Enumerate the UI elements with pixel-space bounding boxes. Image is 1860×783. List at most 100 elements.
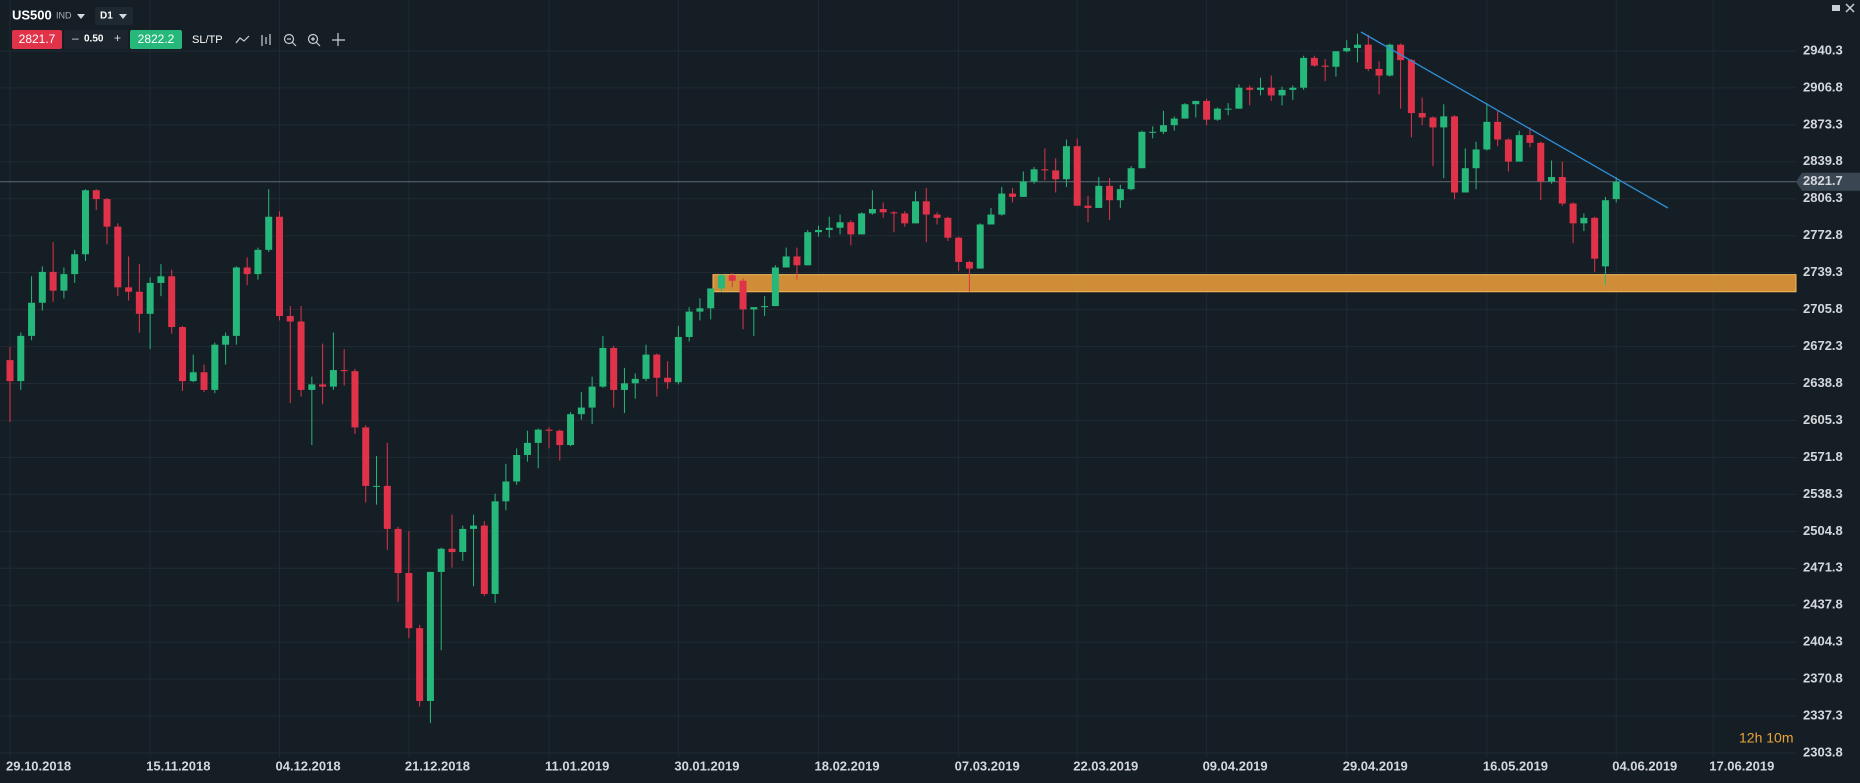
close-icon[interactable] [1845, 3, 1855, 13]
candle-body [17, 335, 25, 382]
trendline [1360, 31, 1669, 209]
y-tick-label: 2404.3 [1803, 634, 1843, 649]
crosshair-icon[interactable] [332, 33, 345, 46]
candle-body [642, 354, 650, 379]
candle-body [1019, 181, 1027, 197]
candle-body [6, 360, 14, 382]
candle-body [276, 216, 283, 317]
candle-body [1052, 170, 1060, 180]
candle-body [610, 348, 618, 390]
candle-body [1461, 168, 1469, 193]
candle-body [265, 216, 273, 250]
candle-body [60, 274, 68, 291]
candle-timer: 12h 10m [1739, 730, 1793, 746]
x-tick-label: 22.03.2019 [1073, 758, 1138, 773]
candle-body [523, 442, 531, 455]
spread: 0.50 [84, 34, 104, 45]
candle-body [782, 256, 790, 268]
candle-body [577, 407, 585, 415]
candle-body [1203, 100, 1211, 120]
plus-button[interactable]: + [114, 31, 121, 45]
candle-body [1321, 65, 1329, 67]
candle-body [405, 573, 413, 629]
candle-body [1558, 177, 1566, 204]
candle-body [620, 383, 628, 390]
x-tick-label: 30.01.2019 [674, 758, 739, 773]
candle-body [1386, 44, 1394, 76]
dropdown[interactable] [119, 14, 127, 19]
y-tick-label: 2303.8 [1803, 744, 1843, 759]
candle-body [955, 237, 963, 262]
candle-body [922, 201, 930, 215]
candle-body [912, 201, 920, 224]
candle-body [243, 267, 251, 275]
timeframe: D1 [100, 11, 113, 22]
candle-body [858, 213, 866, 235]
candle-body [1224, 108, 1232, 110]
line-chart-icon[interactable] [235, 35, 250, 44]
x-tick-label: 07.03.2019 [955, 758, 1020, 773]
buy-button[interactable] [130, 30, 182, 49]
dropdown[interactable] [77, 14, 85, 19]
candle-body [944, 217, 952, 238]
zoom-in-icon[interactable] [307, 33, 319, 45]
candle-body [38, 271, 46, 303]
bid-price: 2821.7 [19, 32, 56, 46]
candle-body [1181, 104, 1189, 119]
instrument-kind: IND [56, 10, 72, 20]
minus-button[interactable]: – [72, 31, 79, 45]
candle-body [1116, 189, 1124, 201]
candle-body [168, 276, 176, 328]
candle-body [1440, 116, 1448, 128]
candle-body [1300, 57, 1308, 88]
candle-body [1095, 185, 1103, 208]
candle-body [135, 291, 143, 314]
candle-body [685, 311, 693, 337]
candle-body [308, 384, 316, 390]
zone-layer [712, 274, 1797, 293]
y-tick-label: 2873.3 [1803, 116, 1843, 131]
candle-body [664, 377, 672, 383]
candle-body [502, 481, 510, 502]
candle-body [1267, 87, 1275, 96]
x-tick-label: 09.04.2019 [1203, 758, 1268, 773]
x-tick-label: 21.12.2018 [405, 758, 470, 773]
candle-body [513, 454, 521, 482]
candle-body [1106, 185, 1114, 201]
ask-price: 2822.2 [138, 32, 175, 46]
zoom-out-icon[interactable] [283, 33, 295, 45]
candle-body [28, 302, 36, 336]
candle-body [232, 267, 240, 336]
candle-body [1397, 44, 1405, 61]
candle-body [804, 232, 812, 266]
minimize-icon[interactable] [1832, 5, 1840, 11]
candle-body [1354, 44, 1361, 48]
candle-body [1278, 89, 1286, 96]
candle-body [588, 386, 596, 408]
x-tick-label: 04.06.2019 [1612, 758, 1677, 773]
candle-body [728, 275, 736, 281]
y-tick-label: 2370.8 [1803, 671, 1843, 686]
x-tick-label: 29.10.2018 [6, 758, 71, 773]
timeframe-box[interactable] [95, 7, 133, 25]
candle-body [836, 222, 844, 228]
y-tick-label: 2705.8 [1803, 301, 1843, 316]
candle-icon[interactable] [261, 34, 271, 46]
y-tick-label: 2672.3 [1803, 338, 1843, 353]
candle-body [329, 370, 337, 387]
candle-body [351, 371, 359, 428]
candle-body [739, 280, 747, 310]
sl-tp-button[interactable]: SL/TP [192, 34, 223, 46]
sell-button[interactable] [12, 30, 62, 49]
candle-body [1483, 121, 1491, 150]
candle-body [1138, 131, 1146, 169]
candle-body [631, 378, 639, 384]
candle-body [707, 288, 715, 309]
y-tick-label: 2806.3 [1803, 190, 1843, 205]
toolbar-icons [235, 33, 345, 47]
candle-body [1580, 217, 1588, 224]
candle-body [189, 372, 197, 382]
candle-body [1407, 60, 1415, 114]
candle-body [103, 199, 111, 227]
